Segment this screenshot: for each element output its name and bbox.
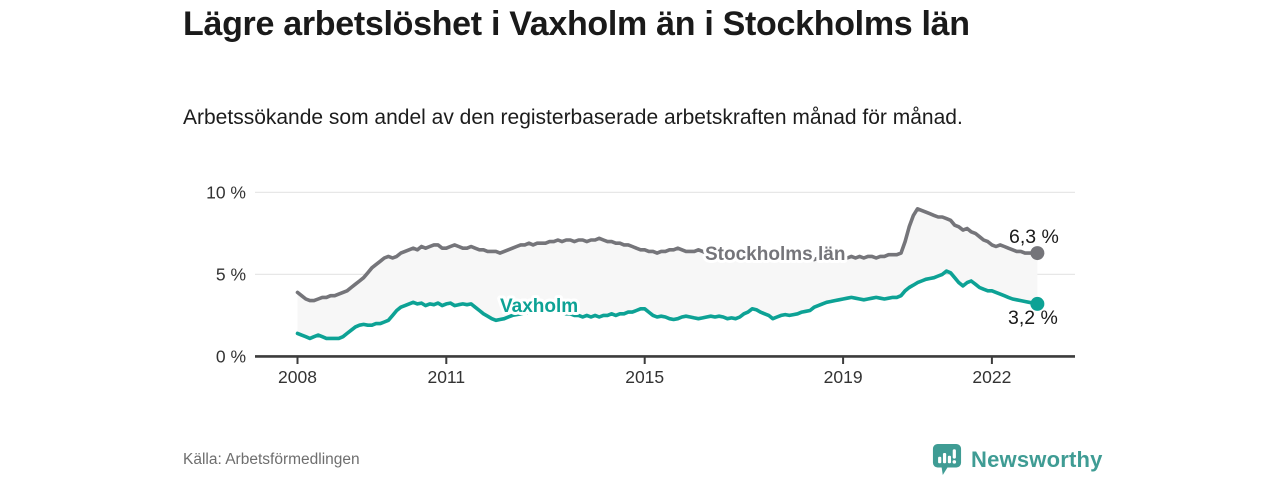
y-tick-label-5: 5 % — [216, 264, 246, 284]
end-value-label-stockholms-lan: 6,3 % — [1009, 226, 1059, 248]
x-tick-label-2019: 2019 — [824, 367, 863, 387]
end-dot-stockholms-lan — [1030, 246, 1045, 261]
page-title: Lägre arbetslöshet i Vaxholm än i Stockh… — [183, 5, 970, 43]
x-tick-label-2022: 2022 — [972, 367, 1011, 387]
y-axis-labels: 0 % 5 % 10 % — [206, 182, 246, 366]
end-value-label-vaxholm: 3,2 % — [1008, 307, 1058, 329]
page-subtitle: Arbetssökande som andel av den registerb… — [183, 106, 963, 129]
newsworthy-bubble-chart-icon — [932, 443, 962, 476]
series-label-vaxholm: Vaxholm — [500, 296, 578, 317]
newsworthy-wordmark: Newsworthy — [971, 446, 1103, 472]
area-between-series — [297, 208, 1038, 339]
end-dot-vaxholm — [1030, 296, 1045, 311]
x-tick-label-2011: 2011 — [427, 367, 465, 387]
series-label-stockholms-lan: Stockholms län — [705, 244, 845, 265]
newsworthy-logo[interactable]: Newsworthy — [932, 443, 1103, 476]
y-tick-label-0: 0 % — [216, 346, 246, 366]
y-tick-label-10: 10 % — [206, 182, 246, 202]
x-axis-labels: 2008 2011 2015 2019 2022 — [278, 367, 1011, 387]
source-attribution: Källa: Arbetsförmedlingen — [183, 451, 360, 468]
series-line-stockholms-lan — [295, 207, 1040, 303]
series-line-vaxholm — [295, 269, 1040, 341]
x-axis-ticks — [296, 356, 993, 364]
x-tick-label-2008: 2008 — [278, 367, 317, 387]
x-tick-label-2015: 2015 — [625, 367, 664, 387]
